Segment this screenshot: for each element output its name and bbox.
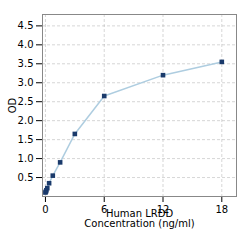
svg-text:4.5: 4.5 xyxy=(18,20,34,31)
svg-text:6: 6 xyxy=(101,203,108,215)
svg-text:2.0: 2.0 xyxy=(18,115,34,126)
svg-text:1.0: 1.0 xyxy=(18,153,34,164)
svg-text:OD: OD xyxy=(7,97,18,113)
svg-text:Human LRDDConcentration (ng/ml: Human LRDDConcentration (ng/ml) xyxy=(84,208,194,229)
svg-text:0: 0 xyxy=(42,204,48,215)
svg-text:2.5: 2.5 xyxy=(18,96,34,107)
svg-text:0.5: 0.5 xyxy=(18,172,34,183)
svg-text:3.5: 3.5 xyxy=(18,58,34,69)
svg-text:4.0: 4.0 xyxy=(18,39,34,50)
svg-text:3.0: 3.0 xyxy=(18,77,34,88)
svg-text:18: 18 xyxy=(215,204,228,215)
svg-text:1.5: 1.5 xyxy=(18,134,34,145)
